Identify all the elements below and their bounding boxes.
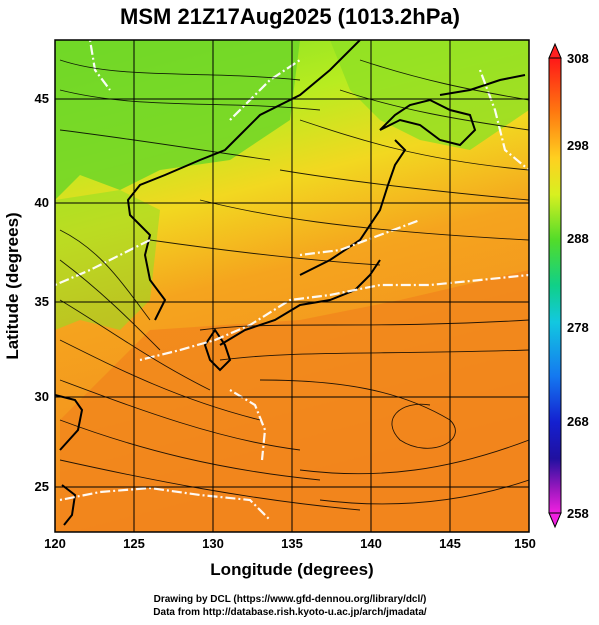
isotherms xyxy=(55,40,529,521)
warm-ocean xyxy=(60,270,529,532)
colorbar-tick-label: 288 xyxy=(567,231,589,246)
y-tick-label: 25 xyxy=(35,479,49,494)
x-tick-label: 145 xyxy=(439,536,461,551)
x-axis: 120 125 130 135 140 145 150 Longitude (d… xyxy=(44,536,536,579)
x-tick-label: 130 xyxy=(202,536,224,551)
y-tick-label: 40 xyxy=(35,195,49,210)
temperature-field xyxy=(55,40,529,532)
colorbar-tick-label: 268 xyxy=(567,414,589,429)
grid xyxy=(55,40,529,532)
y-tick-label: 35 xyxy=(35,294,49,309)
cool-region xyxy=(55,40,300,200)
wind-streamlines xyxy=(59,59,529,511)
credits-data-source: Data from http://database.rish.kyoto-u.a… xyxy=(153,607,427,618)
credits-drawing: Drawing by DCL (https://www.gfd-dennou.o… xyxy=(153,594,427,605)
colorbar-tick-label: 258 xyxy=(567,506,589,521)
map-title: MSM 21Z17Aug2025 (1013.2hPa) xyxy=(120,4,460,29)
credits: Drawing by DCL (https://www.gfd-dennou.o… xyxy=(0,593,580,619)
coastlines xyxy=(55,40,526,526)
colorbar-max-arrow xyxy=(548,42,562,59)
x-tick-label: 150 xyxy=(514,536,536,551)
x-tick-label: 125 xyxy=(123,536,145,551)
colorbar-scale xyxy=(548,57,562,514)
x-axis-title: Longitude (degrees) xyxy=(210,560,373,579)
y-tick-label: 45 xyxy=(35,91,49,106)
colorbar-tick-label: 308 xyxy=(567,51,589,66)
y-axis-title: Latitude (degrees) xyxy=(3,212,22,359)
colorbar-tick-label: 278 xyxy=(567,320,589,335)
y-axis: 25 30 35 40 45 Latitude (degrees) xyxy=(3,91,49,494)
plot-frame xyxy=(54,39,530,533)
colorbar: 308 298 288 278 268 258 xyxy=(548,42,589,529)
x-tick-label: 135 xyxy=(281,536,303,551)
y-tick-label: 30 xyxy=(35,389,49,404)
colorbar-min-arrow xyxy=(548,512,562,529)
x-tick-label: 120 xyxy=(44,536,66,551)
x-tick-label: 140 xyxy=(360,536,382,551)
colorbar-tick-label: 298 xyxy=(567,138,589,153)
